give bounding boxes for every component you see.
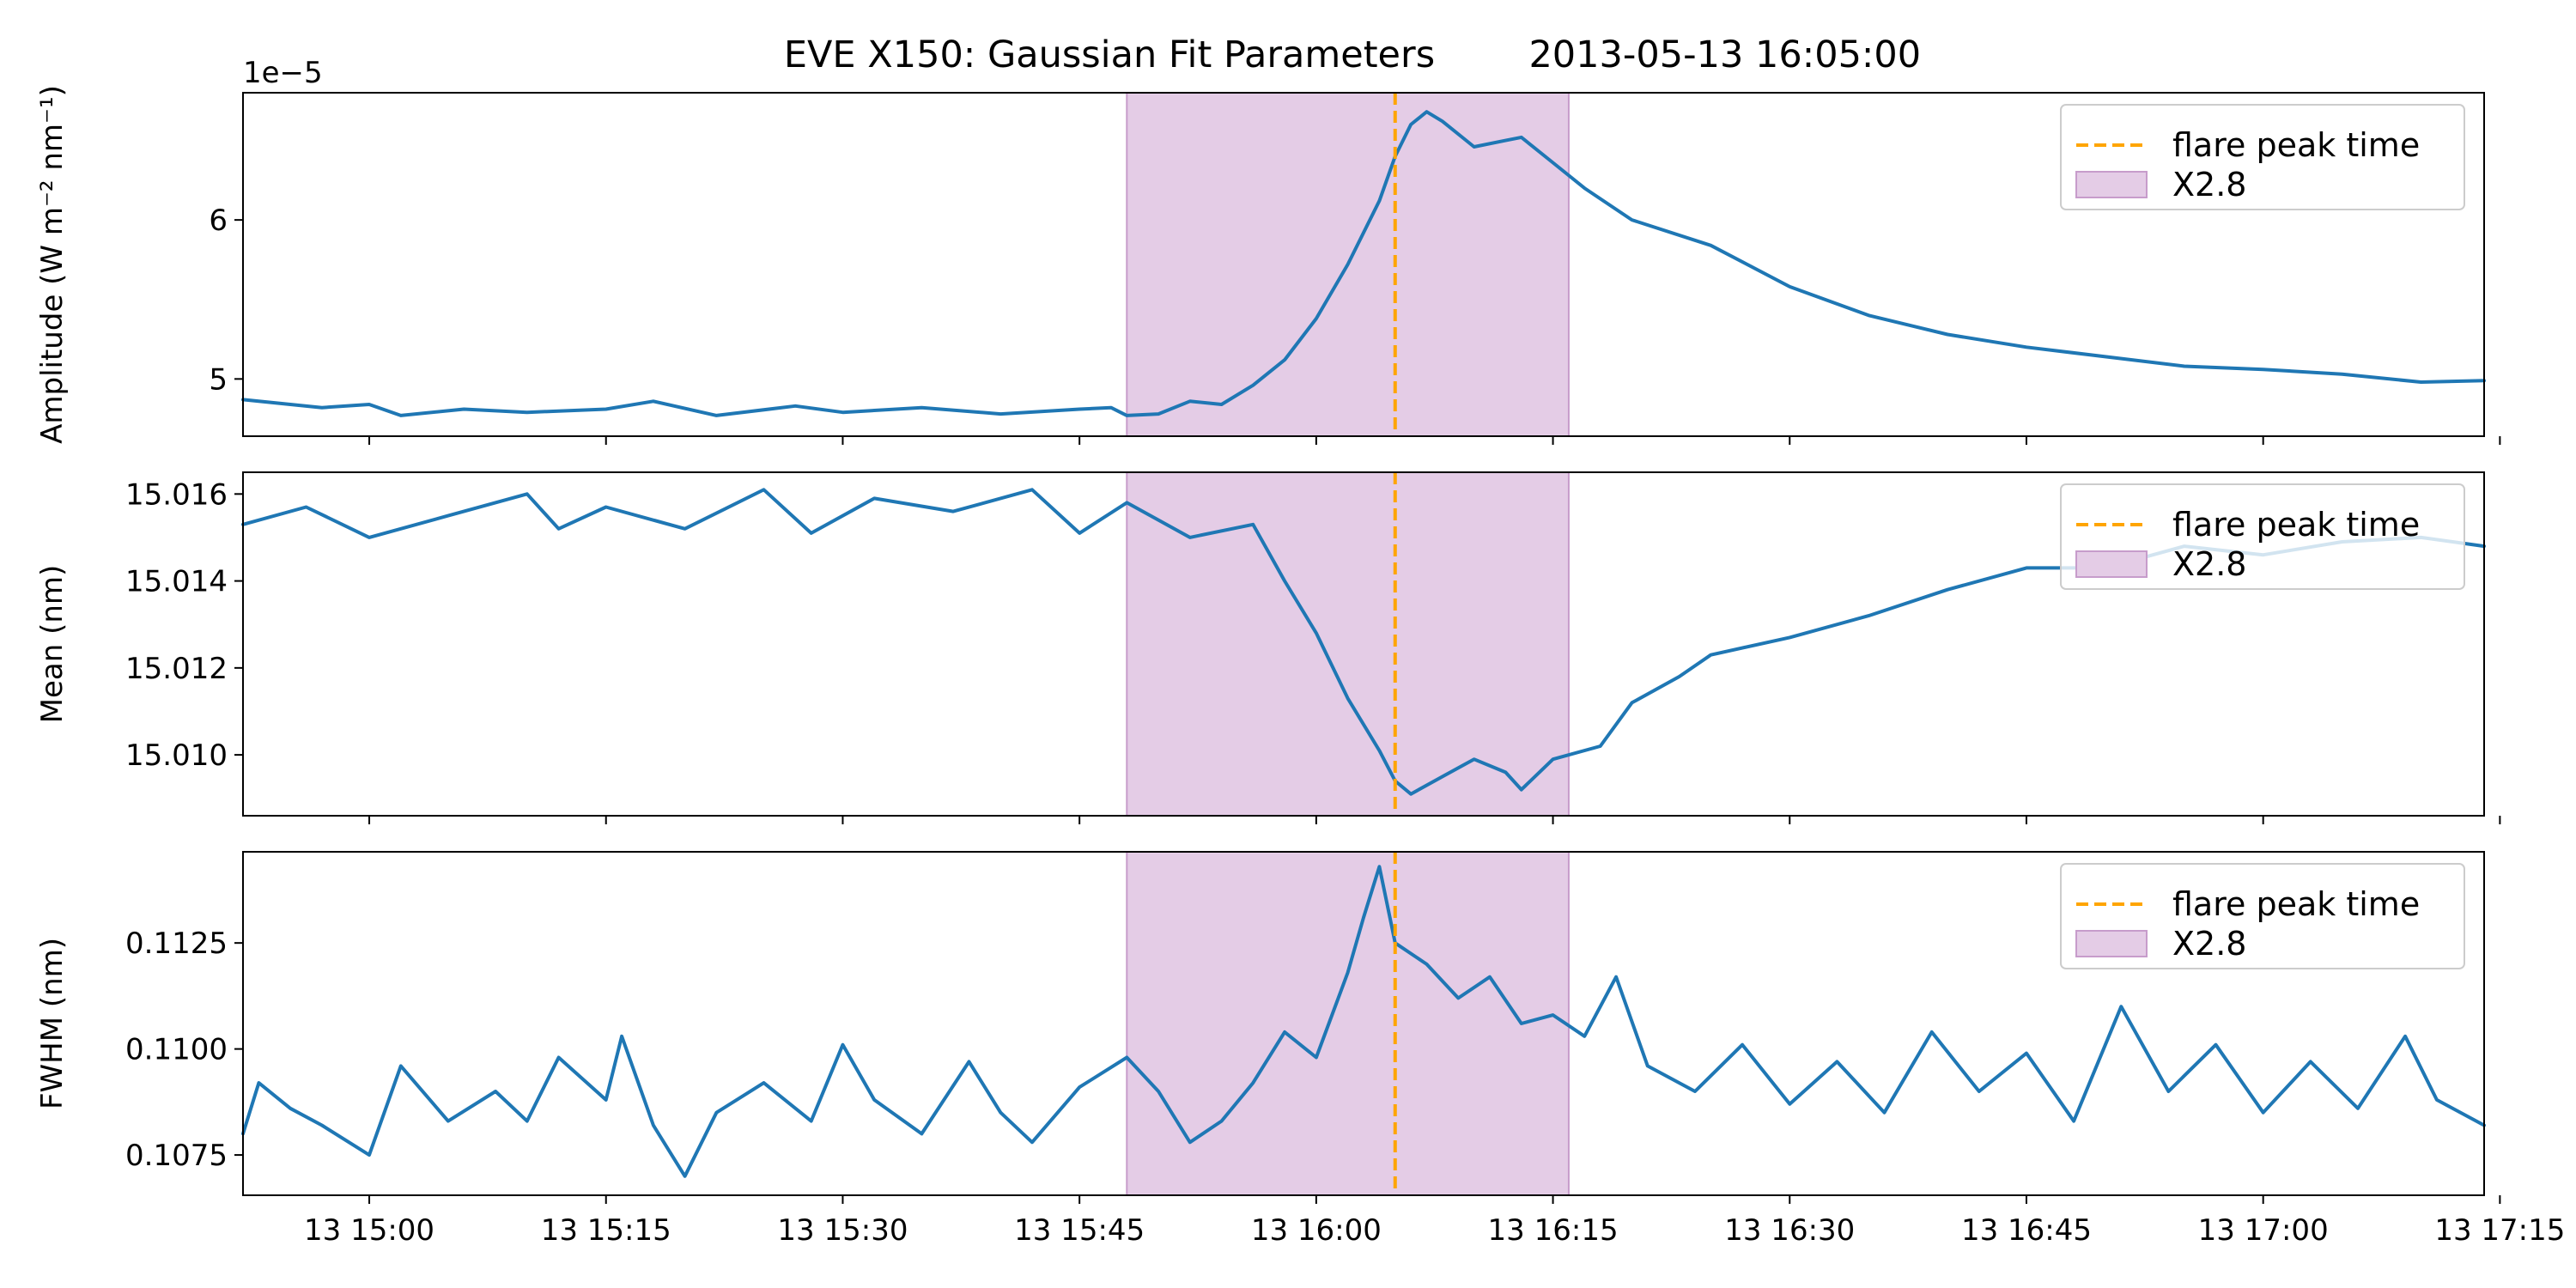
series-line-amplitude bbox=[241, 110, 2486, 417]
y-tick-label: 0.1075 bbox=[125, 1139, 228, 1173]
flare-window-span bbox=[1126, 851, 1570, 1196]
x-tick-label: 13 17:15 bbox=[2434, 1213, 2565, 1248]
legend-label-flare: X2.8 bbox=[2172, 925, 2246, 963]
series-line-fwhm bbox=[241, 865, 2486, 1178]
x-tick-label: 13 15:15 bbox=[541, 1213, 671, 1248]
axes-frame bbox=[242, 471, 2485, 817]
y-axis-label: Amplitude (W m⁻² nm⁻¹) bbox=[35, 85, 70, 444]
legend-label-peak: flare peak time bbox=[2172, 885, 2420, 923]
chart-title: EVE X150: Gaussian Fit Parameters 2013-0… bbox=[784, 33, 1921, 76]
legend-box bbox=[2060, 483, 2465, 590]
legend-flare-swatch bbox=[2075, 550, 2148, 578]
x-tick-label: 13 15:00 bbox=[304, 1213, 434, 1248]
x-tick-label: 13 17:00 bbox=[2198, 1213, 2329, 1248]
flare-window-span bbox=[1126, 471, 1570, 817]
y-tick-label: 15.010 bbox=[125, 738, 228, 773]
y-tick-label: 5 bbox=[209, 362, 228, 397]
y-tick-label: 15.012 bbox=[125, 652, 228, 686]
x-tick-label: 13 16:30 bbox=[1724, 1213, 1855, 1248]
x-tick-label: 13 15:45 bbox=[1014, 1213, 1145, 1248]
axes-frame bbox=[242, 92, 2485, 437]
legend-box bbox=[2060, 104, 2465, 210]
x-tick-label: 13 15:30 bbox=[777, 1213, 908, 1248]
panel-amplitude: 5 6 Amplitude (W m⁻² nm⁻¹) 1e−5 flare peak t… bbox=[35, 56, 2501, 445]
x-tick-label: 13 16:15 bbox=[1488, 1213, 1619, 1248]
y-tick-label: 6 bbox=[209, 204, 228, 238]
y-tick-label: 15.014 bbox=[125, 565, 228, 599]
legend-flare-swatch bbox=[2075, 930, 2148, 957]
y-tick-label: 0.1100 bbox=[125, 1033, 228, 1067]
legend-label-flare: X2.8 bbox=[2172, 545, 2246, 583]
y-tick-label: 15.016 bbox=[125, 477, 228, 512]
y-axis-label: FWHM (nm) bbox=[35, 938, 70, 1109]
legend-label-peak: flare peak time bbox=[2172, 126, 2420, 164]
x-tick-label: 13 16:00 bbox=[1251, 1213, 1382, 1248]
legend-label-flare: X2.8 bbox=[2172, 166, 2246, 204]
panel-mean: 15.010 15.012 15.014 15.016 Mean (nm) flare p… bbox=[35, 471, 2501, 824]
legend-label-peak: flare peak time bbox=[2172, 506, 2420, 544]
series-line-mean bbox=[241, 488, 2486, 796]
axes-frame bbox=[242, 851, 2485, 1196]
x-tick-label: 13 16:45 bbox=[1961, 1213, 2092, 1248]
y-axis-label: Mean (nm) bbox=[35, 565, 70, 724]
legend-box bbox=[2060, 863, 2465, 969]
y-tick-label: 0.1125 bbox=[125, 927, 228, 961]
legend-flare-swatch bbox=[2075, 171, 2148, 198]
panel-fwhm: 0.1075 0.1100 0.1125 13 15:00 13 15:15 13 15:… bbox=[35, 851, 2565, 1248]
offset-text: 1e−5 bbox=[243, 56, 323, 90]
